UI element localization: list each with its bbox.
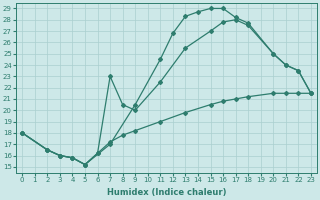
X-axis label: Humidex (Indice chaleur): Humidex (Indice chaleur) xyxy=(107,188,226,197)
